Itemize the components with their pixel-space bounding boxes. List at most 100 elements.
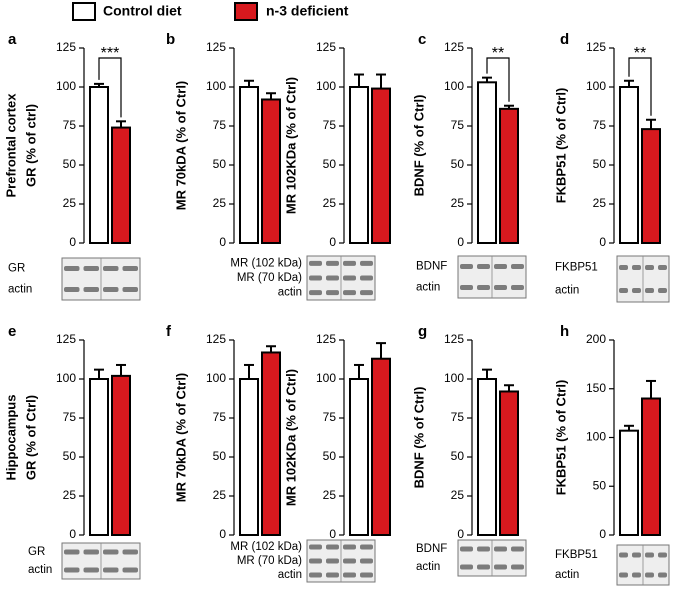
y-tick-label: 100 xyxy=(444,79,464,93)
blot-band xyxy=(83,266,99,271)
bar xyxy=(349,86,369,244)
blot-label: actin xyxy=(278,569,302,581)
y-tick-label: 100 xyxy=(206,371,226,385)
y-tick-label: 75 xyxy=(63,410,77,424)
blot-band xyxy=(83,549,99,555)
y-tick-label: 25 xyxy=(451,488,465,502)
blot-band xyxy=(477,564,490,570)
blot-label: BDNF xyxy=(416,261,447,273)
blot-band xyxy=(360,558,373,564)
blot-band xyxy=(64,567,80,573)
significance-label: *** xyxy=(101,45,120,62)
blot-band xyxy=(494,564,507,570)
y-axis-label: GR (% of ctrl) xyxy=(23,104,38,187)
y-axis-label: BDNF (% of Ctrl) xyxy=(411,387,426,489)
blot-band xyxy=(658,552,667,558)
bar xyxy=(371,87,391,244)
blot-band xyxy=(619,288,628,293)
y-tick-label: 75 xyxy=(213,118,227,132)
bar xyxy=(641,128,661,244)
bar xyxy=(89,378,109,536)
blot-band xyxy=(326,290,339,296)
y-tick-label: 0 xyxy=(329,527,336,541)
blot-band xyxy=(619,265,628,270)
blot-band xyxy=(309,275,322,281)
blot-band xyxy=(309,572,322,578)
blot-band xyxy=(64,287,80,292)
blot-band xyxy=(494,546,507,552)
blot-band xyxy=(309,544,322,550)
blot-band xyxy=(326,260,339,266)
y-tick-label: 50 xyxy=(213,157,227,171)
panel-label: b xyxy=(166,31,175,48)
y-tick-label: 50 xyxy=(451,449,465,463)
blot-band xyxy=(645,552,654,558)
significance-label: ** xyxy=(634,45,646,62)
blot-label: actin xyxy=(416,561,440,573)
y-tick-label: 125 xyxy=(444,40,464,54)
blot-band xyxy=(460,546,473,552)
y-tick-label: 75 xyxy=(451,410,465,424)
blot-band xyxy=(494,285,507,290)
y-axis-label: GR (% of Ctrl) xyxy=(23,395,38,480)
blot-band xyxy=(326,544,339,550)
y-tick-label: 25 xyxy=(451,196,465,210)
bar xyxy=(477,378,497,536)
y-tick-label: 50 xyxy=(593,478,607,492)
blot-band xyxy=(326,572,339,578)
blot-band xyxy=(103,266,119,271)
blot-band xyxy=(360,290,373,296)
blot-band xyxy=(460,564,473,570)
y-tick-label: 0 xyxy=(457,235,464,249)
blot-label: MR (102 kDa) xyxy=(230,541,302,553)
bar xyxy=(371,357,391,536)
blot-band xyxy=(460,264,473,269)
blot-label: FKBP51 xyxy=(555,262,598,274)
blot-label: actin xyxy=(278,287,302,299)
panel-label: a xyxy=(8,31,17,48)
blot-band xyxy=(632,265,641,270)
legend-swatch xyxy=(72,2,96,21)
blot-band xyxy=(619,572,628,578)
blot-band xyxy=(103,567,119,573)
y-tick-label: 50 xyxy=(323,449,337,463)
y-tick-label: 125 xyxy=(206,332,226,346)
y-tick-label: 25 xyxy=(593,196,607,210)
blot-band xyxy=(343,558,356,564)
blot-band xyxy=(511,285,524,290)
significance-label: ** xyxy=(492,45,504,62)
bar xyxy=(111,374,131,536)
blot-band xyxy=(343,260,356,266)
bar xyxy=(641,397,661,536)
y-tick-label: 25 xyxy=(323,196,337,210)
blot-label: MR (70 kDa) xyxy=(237,555,302,567)
blot-band xyxy=(460,285,473,290)
blot-band xyxy=(326,558,339,564)
y-axis-label: MR 70kDA (% of Ctrl) xyxy=(173,373,188,503)
y-tick-label: 0 xyxy=(69,527,76,541)
blot-label: MR (70 kDa) xyxy=(237,272,302,284)
bar xyxy=(499,107,519,244)
bar xyxy=(89,86,109,244)
y-tick-label: 50 xyxy=(593,157,607,171)
blot-band xyxy=(477,264,490,269)
panel-label: c xyxy=(418,31,426,48)
y-axis-label: FKBP51 (% of Ctrl) xyxy=(553,380,568,496)
y-tick-label: 75 xyxy=(593,118,607,132)
panel-label: h xyxy=(560,323,569,340)
bar xyxy=(619,86,639,244)
y-tick-label: 100 xyxy=(206,79,226,93)
blot-label: actin xyxy=(555,569,579,581)
y-tick-label: 125 xyxy=(316,40,336,54)
blot-band xyxy=(309,260,322,266)
blot-band xyxy=(343,572,356,578)
y-tick-label: 0 xyxy=(219,527,226,541)
y-tick-label: 50 xyxy=(451,157,465,171)
bar xyxy=(261,98,281,245)
blot-band xyxy=(309,558,322,564)
bar xyxy=(239,378,259,536)
blot-band xyxy=(511,546,524,552)
blot-band xyxy=(619,552,628,558)
blot-band xyxy=(632,288,641,293)
panel-label: f xyxy=(166,323,172,340)
